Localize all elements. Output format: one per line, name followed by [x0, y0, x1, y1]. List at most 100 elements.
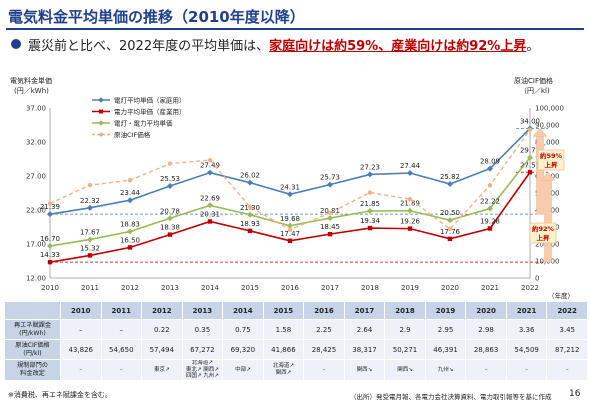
- table-cell: 2.95: [424, 319, 467, 340]
- data-label: 16.50: [120, 236, 140, 244]
- series-point: [367, 225, 373, 231]
- series-point: [87, 182, 93, 188]
- series-point: [527, 127, 533, 132]
- right-tick-label: 0: [535, 275, 539, 283]
- table-header-year: 2021: [505, 301, 548, 320]
- series-point: [167, 232, 173, 237]
- right-axis-title-1: 原油CIF価格: [514, 76, 553, 85]
- table-header-year: 2016: [303, 301, 345, 320]
- table-cell: 28,425: [303, 339, 345, 360]
- left-tick-label: 32.00: [26, 139, 46, 147]
- legend-label: 電灯平均単価（家庭用）: [114, 96, 186, 105]
- series-line-0: [49, 127, 531, 215]
- table-cell: 2.9: [384, 319, 426, 340]
- industry-increase-arrow-shaft: [544, 179, 552, 263]
- left-tick-label: 27.00: [26, 173, 46, 181]
- series-point: [207, 157, 213, 163]
- series-point: [287, 238, 293, 244]
- industry-increase-label-line1: 約92%: [532, 224, 555, 233]
- table-cell: 0.35: [181, 319, 224, 340]
- table-cell: 北海道↗ 関西↗: [262, 359, 305, 381]
- series-point: [247, 204, 253, 210]
- data-label: 27.55: [520, 161, 540, 169]
- data-label: 26.02: [240, 172, 260, 180]
- table-header-year: 2015: [262, 301, 305, 320]
- data-label: 23.44: [120, 189, 141, 197]
- data-label: 19.34: [360, 217, 381, 225]
- series-point: [247, 211, 253, 218]
- series-point: [87, 236, 93, 243]
- table-cell: 九州↘: [424, 359, 467, 381]
- table-row-label: 再エネ賦課金 (円/kWh): [4, 319, 61, 340]
- table-row: 原油CIF価格 (円/kl) 43,826 54,650 57,494 67,272 69,…: [4, 339, 588, 360]
- table-cell: –: [465, 359, 507, 381]
- x-tick-label: 2021: [481, 284, 499, 292]
- x-tick-label: 2022: [521, 284, 539, 292]
- series-point: [207, 202, 213, 209]
- right-tick-label: 90,000: [535, 122, 560, 130]
- table-cell: 0.22: [141, 319, 183, 340]
- x-tick-label: 2019: [401, 284, 419, 292]
- series-point: [47, 201, 53, 206]
- table-row-label: 原油CIF価格 (円/kl): [4, 339, 61, 360]
- series-point: [287, 222, 293, 229]
- table-cell: –: [546, 359, 588, 381]
- series-point: [447, 236, 453, 242]
- data-label: 17.76: [440, 228, 461, 236]
- chart-area: 電気料金単価 (円／kWh) 原油CIF価格 （円／kl) （年度） 12.00…: [0, 58, 590, 303]
- x-tick-label: 2016: [281, 284, 299, 292]
- headline-suffix: 。: [526, 39, 540, 54]
- right-tick-label: 80,000: [535, 139, 560, 147]
- data-label: 18.93: [240, 220, 260, 228]
- table-header-year: 2011: [100, 301, 143, 320]
- data-label: 19.68: [280, 215, 300, 223]
- x-tick-label: 2010: [41, 284, 59, 292]
- footnote: ※消費税、再エネ賦課金を含む。: [8, 391, 112, 399]
- table-cell: –: [60, 319, 102, 340]
- table-cell: 50,271: [384, 339, 426, 360]
- table-cell: –: [100, 359, 143, 381]
- series-point: [367, 171, 373, 178]
- bullet-icon: [11, 39, 21, 49]
- series-point: [487, 226, 493, 231]
- legend-marker: [99, 132, 103, 137]
- source-note: （出所）発受電月報、各電力会社決算資料、電力取引報等を基に作成: [350, 393, 552, 401]
- table-cell: –: [60, 359, 102, 381]
- data-table: 2010 2011 2012 2013 2014 2015 2016 2017 2018 2019…: [4, 301, 588, 381]
- table-cell: 57,494: [141, 339, 183, 360]
- x-tick-label: 2020: [441, 284, 459, 292]
- table-header-row: 2010 2011 2012 2013 2014 2015 2016 2017 2018 2019…: [4, 301, 588, 320]
- industry-increase-label-line2: 上昇: [537, 233, 551, 242]
- table-cell: 中部↗: [222, 359, 264, 381]
- legend-marker: [98, 120, 104, 126]
- data-label: 29.71: [520, 147, 540, 155]
- table-cell: –: [100, 319, 143, 340]
- series-point: [487, 183, 493, 188]
- data-label: 25.73: [320, 174, 340, 182]
- table-header-year: 2020: [465, 301, 507, 320]
- table-cell: 38,317: [343, 339, 386, 360]
- data-label: 20.50: [440, 209, 460, 217]
- data-label: 14.33: [40, 251, 60, 259]
- data-label: 25.53: [160, 175, 180, 183]
- series-point: [287, 191, 293, 198]
- x-tick-label: 2011: [81, 284, 99, 292]
- table-cell: 43,826: [60, 339, 102, 360]
- table-cell: 東京↗: [141, 359, 183, 381]
- data-label: 22.22: [480, 198, 500, 206]
- series-point: [447, 181, 453, 188]
- series-point: [167, 215, 173, 222]
- series-point: [527, 170, 533, 175]
- data-label: 18.45: [320, 223, 340, 231]
- legend-label: 電灯・電力平均単価: [114, 119, 173, 128]
- data-label: 16.70: [40, 235, 60, 243]
- table-row: 再エネ賦課金 (円/kWh) – –0.22 0.35 0.75 1.58 2.25 2.64 2…: [4, 319, 588, 340]
- x-tick-label: 2015: [241, 284, 259, 292]
- page-title: 電気料金平均単価の推移（2010年度以降）: [8, 8, 305, 26]
- data-label: 27.44: [400, 162, 421, 170]
- series-point: [407, 170, 413, 177]
- table-corner: [4, 301, 61, 320]
- x-tick-label: 2014: [201, 284, 219, 292]
- page-number: 16: [569, 389, 581, 399]
- table-cell: 2.98: [465, 319, 507, 340]
